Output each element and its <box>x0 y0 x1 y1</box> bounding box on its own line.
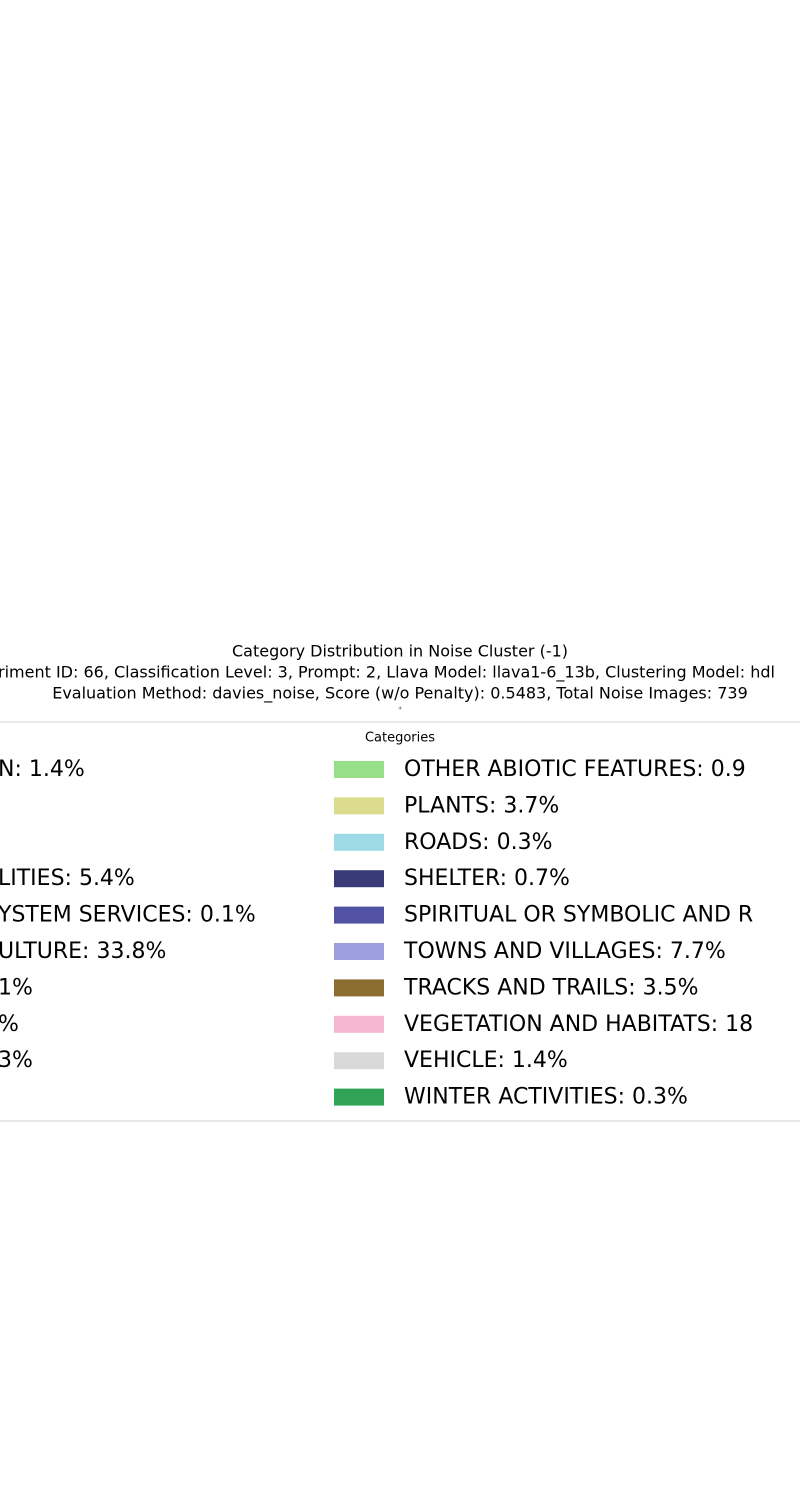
pie-slice <box>399 708 400 710</box>
legend-swatch <box>334 1088 384 1106</box>
legend-label: TOWNS AND VILLAGES: 7.7% <box>403 939 726 964</box>
legend-label: TRACKS AND TRAILS: 3.5% <box>403 975 699 1000</box>
chart-subtitle: Evaluation Method: davies_noise, Score (… <box>52 684 748 704</box>
legend-label: 3% <box>0 1048 33 1073</box>
legend-swatch <box>334 979 384 997</box>
legend-title: Categories <box>365 731 435 746</box>
legend-swatch <box>334 943 384 960</box>
legend-swatch <box>334 761 384 778</box>
chart-title: Category Distribution in Noise Cluster (… <box>232 642 568 661</box>
pie-slice <box>399 708 400 710</box>
pie-slice <box>399 706 402 710</box>
legend-label: VEGETATION AND HABITATS: 18 <box>404 1012 753 1037</box>
legend-swatch <box>334 833 384 851</box>
pie-slice <box>400 706 401 708</box>
legend-label: ROADS: 0.3% <box>404 830 552 855</box>
pie-slice <box>398 708 400 710</box>
pie-slice <box>400 706 401 708</box>
legend-label: WINTER ACTIVITIES: 0.3% <box>404 1085 688 1110</box>
pie-slice <box>399 708 400 710</box>
legend-label: SPIRITUAL OR SYMBOLIC AND R <box>404 903 753 928</box>
legend-label: 1% <box>0 975 33 1000</box>
legend-swatch <box>334 1052 384 1070</box>
legend-label: PLANTS: 3.7% <box>404 793 559 818</box>
legend-swatch <box>334 1015 384 1033</box>
legend-label: N: 1.4% <box>0 757 85 782</box>
legend-swatch <box>334 797 384 815</box>
legend-swatch <box>334 906 384 924</box>
legend-label: VEHICLE: 1.4% <box>404 1048 568 1073</box>
legend-label: OTHER ABIOTIC FEATURES: 0.9 <box>404 757 746 782</box>
legend-label: YSTEM SERVICES: 0.1% <box>0 903 256 928</box>
legend-label: SHELTER: 0.7% <box>404 866 570 891</box>
chart-subtitle: riment ID: 66, Classification Level: 3, … <box>0 663 775 683</box>
legend-label: % <box>0 1012 19 1037</box>
legend-label: ULTURE: 33.8% <box>0 939 166 964</box>
legend-label: LITIES: 5.4% <box>0 866 135 891</box>
pie-slice <box>398 706 400 709</box>
legend-swatch <box>334 870 384 888</box>
